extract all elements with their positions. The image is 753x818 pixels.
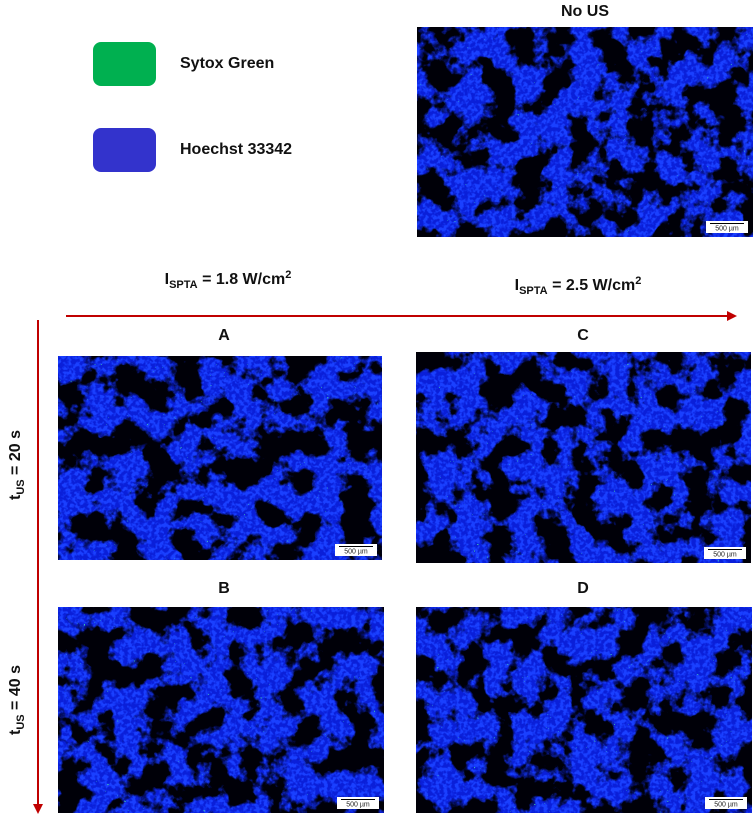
- axis-label: tUS = 40 s: [7, 665, 27, 735]
- micrograph: [417, 27, 753, 237]
- micrograph: [58, 356, 382, 560]
- micrograph: [58, 607, 384, 813]
- panel-label: C: [577, 327, 589, 344]
- legend-label: Hoechst 33342: [180, 141, 292, 158]
- scale-bar-label: 500 µm: [713, 552, 737, 559]
- label-text: = 20 s: [7, 430, 24, 479]
- legend-swatch: [93, 42, 156, 86]
- legend-label: Sytox Green: [180, 55, 274, 72]
- label-superscript: 2: [635, 275, 641, 287]
- label-subscript: SPTA: [519, 285, 548, 297]
- panel-label: A: [218, 327, 230, 344]
- label-symbol: I: [165, 271, 169, 288]
- label-symbol: t: [7, 729, 24, 735]
- label-text: = 2.5 W/cm: [548, 277, 636, 294]
- label-subscript: US: [15, 714, 27, 729]
- label-symbol: I: [515, 277, 519, 294]
- label-subscript: US: [15, 479, 27, 494]
- axis-label: tUS = 20 s: [7, 430, 27, 500]
- scale-bar-label: 500 µm: [344, 549, 368, 556]
- label-symbol: t: [7, 494, 24, 500]
- scale-bar-label: 500 µm: [715, 226, 739, 233]
- label-text: = 40 s: [7, 665, 24, 714]
- scale-bar-label: 500 µm: [714, 802, 738, 809]
- legend-swatch: [93, 128, 156, 172]
- control-title: No US: [561, 3, 609, 20]
- label-superscript: 2: [285, 269, 291, 281]
- axis-label: ISPTA = 2.5 W/cm2: [515, 275, 642, 297]
- scale-bar-label: 500 µm: [346, 802, 370, 809]
- label-text: = 1.8 W/cm: [198, 271, 286, 288]
- panel-label: B: [218, 580, 230, 597]
- axis-label: ISPTA = 1.8 W/cm2: [165, 269, 292, 291]
- label-subscript: SPTA: [169, 279, 198, 291]
- micrograph: [416, 607, 752, 813]
- micrograph: [416, 352, 751, 563]
- panel-label: D: [577, 580, 589, 597]
